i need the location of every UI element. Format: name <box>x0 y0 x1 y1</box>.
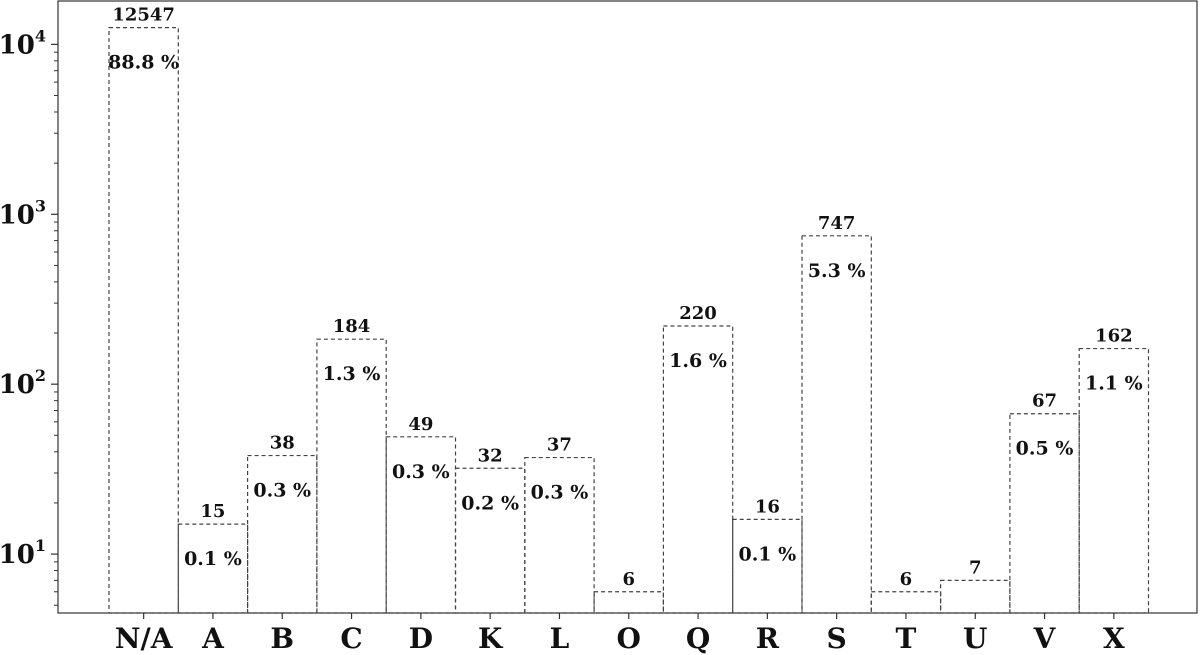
bar-value-label: 6 <box>622 569 635 590</box>
bar-N/A <box>108 27 179 614</box>
bar-value-label: 15 <box>200 501 225 522</box>
bar-value-label: 162 <box>1095 326 1133 347</box>
x-tick-label: S <box>827 622 847 655</box>
y-tick-base: 10 <box>0 370 35 400</box>
x-tick-label: O <box>617 622 641 655</box>
y-tick-label: 104 <box>0 26 46 60</box>
x-tick-label: X <box>1103 622 1125 655</box>
x-tick-label: D <box>409 622 433 655</box>
bar-value-label: 184 <box>333 316 371 337</box>
bar-value-label: 49 <box>408 414 433 435</box>
bar-percent-label: 5.3 % <box>808 260 866 282</box>
x-tick-label: A <box>201 622 225 655</box>
y-tick-base: 10 <box>0 540 35 570</box>
bar-value-label: 32 <box>478 445 503 466</box>
bar-S <box>801 235 872 614</box>
bar-value-label: 38 <box>270 433 295 454</box>
bar-value-label: 747 <box>818 213 856 234</box>
bar-value-label: 220 <box>679 303 717 324</box>
x-tick-label: N/A <box>115 622 174 655</box>
bar-percent-label: 0.1 % <box>184 548 242 570</box>
x-tick-label: B <box>270 622 294 655</box>
bar-Q <box>662 325 734 614</box>
bar-percent-label: 1.6 % <box>669 350 727 372</box>
bars: 12547 88.8 % 15 0.1 % 38 0.3 % 184 1.3 % 49 0.3 %… <box>108 5 1150 614</box>
bar-percent-label: 0.3 % <box>531 482 589 504</box>
y-tick-exponent: 1 <box>35 536 46 555</box>
bar-percent-label: 0.2 % <box>461 492 519 514</box>
bar-value-label: 67 <box>1032 391 1057 412</box>
x-tick-label: V <box>1033 622 1057 655</box>
bar-value-label: 7 <box>969 557 982 578</box>
y-tick-exponent: 3 <box>35 196 46 215</box>
x-tick-label: K <box>478 622 504 655</box>
bar-K <box>454 467 526 614</box>
x-tick-label: L <box>550 622 570 655</box>
bar-O <box>593 591 664 614</box>
bar-value-label: 37 <box>547 435 572 456</box>
bar-percent-label: 0.3 % <box>392 461 450 483</box>
bar-percent-label: 0.1 % <box>738 543 796 565</box>
x-tick-label: T <box>896 622 917 655</box>
bar-R <box>732 518 803 614</box>
y-tick-base: 10 <box>0 200 35 230</box>
x-tick-label: Q <box>686 622 710 655</box>
y-tick-label: 102 <box>0 366 46 400</box>
bar-percent-label: 88.8 % <box>108 52 179 74</box>
x-axis: N/A A B C D K L O Q R S T U V X <box>115 613 1125 655</box>
bar-percent-label: 1.1 % <box>1085 373 1143 395</box>
bar-percent-label: 0.5 % <box>1016 438 1074 460</box>
x-tick-label: C <box>340 622 362 655</box>
y-tick-exponent: 4 <box>35 26 46 45</box>
bar-percent-label: 1.3 % <box>323 363 381 385</box>
bar-X <box>1078 347 1150 614</box>
y-tick-label: 103 <box>0 196 46 230</box>
y-tick-exponent: 2 <box>35 366 46 385</box>
bar-percent-label: 0.3 % <box>253 480 311 502</box>
x-tick-label: R <box>756 622 780 655</box>
plot-frame <box>57 0 1198 614</box>
y-tick-label: 101 <box>0 536 46 570</box>
bar-value-label: 16 <box>755 496 780 517</box>
bar-value-label: 12547 <box>112 5 175 26</box>
bar-value-label: 6 <box>900 569 913 590</box>
x-tick-label: U <box>963 622 987 655</box>
bar-T <box>870 591 942 614</box>
y-tick-base: 10 <box>0 30 35 60</box>
bar-U <box>939 579 1011 614</box>
